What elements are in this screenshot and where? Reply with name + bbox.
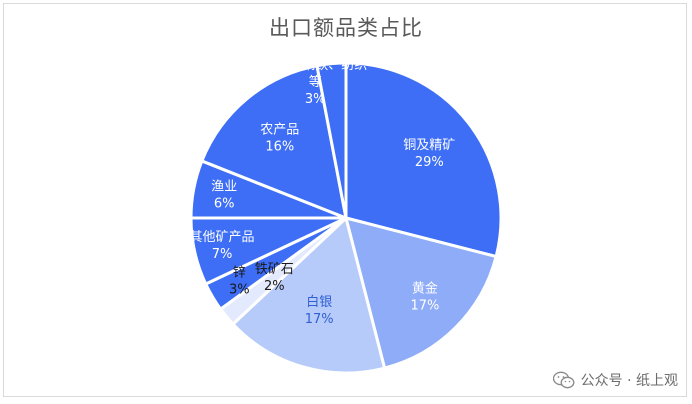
pie-slice [315,61,348,220]
slice-label: 渔业 6% [211,179,237,211]
slice-label: 铜及精矿 29% [403,138,455,170]
pie-slice [344,61,503,259]
pie-slice [344,216,498,370]
pie-slice [231,216,387,375]
slice-label: 其他矿产品 7% [189,230,254,262]
watermark: 公众号 · 纸上观 [552,370,678,390]
pie-slice [200,64,348,220]
wechat-icon [552,371,575,389]
slice-label: 化工、钢铁、纺织等 3% [263,58,367,107]
watermark-text: 公众号 · 纸上观 [580,373,678,389]
slice-label: 锌 3% [229,266,250,298]
slice-label: 铁矿石 2% [255,262,294,294]
slice-label: 黄金 17% [410,280,439,313]
slice-label: 农产品 16% [260,123,299,155]
chart-title: 出口额品类占比 [269,16,423,40]
slice-label: 白银 17% [305,294,334,327]
